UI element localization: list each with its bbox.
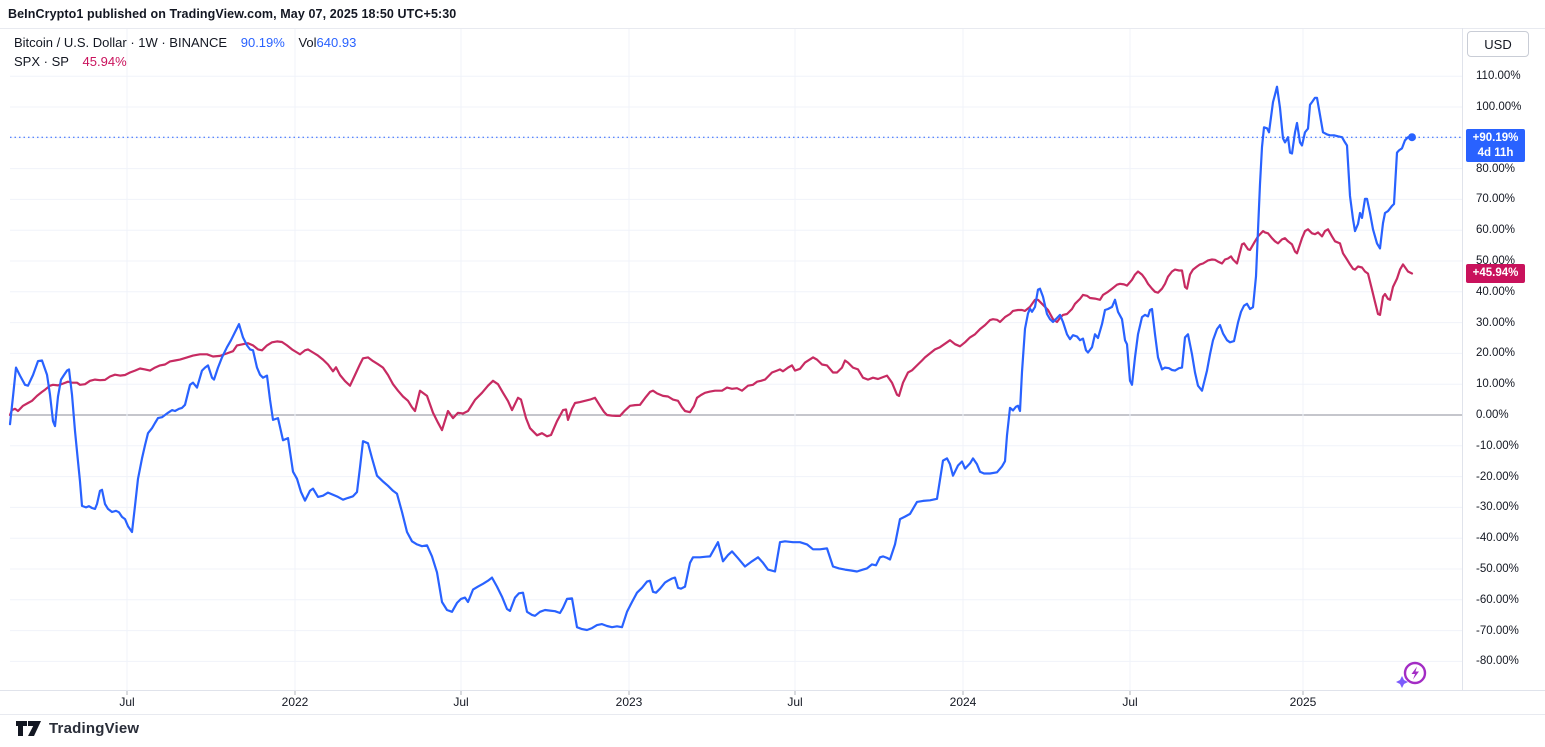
price-scale-label: -50.00% — [1476, 563, 1519, 575]
symbol-title-btc[interactable]: Bitcoin / U.S. Dollar · 1W · BINANCE — [14, 35, 228, 50]
volume-value: 640.93 — [316, 35, 357, 50]
chart-legend: Bitcoin / U.S. Dollar · 1W · BINANCE 90.… — [14, 33, 356, 71]
spx-change-value: 45.94% — [82, 54, 127, 69]
time-scale-label: Jul — [787, 695, 803, 709]
page-title: BeInCrypto1 published on TradingView.com… — [8, 7, 457, 21]
btc-badge-value: +90.19% — [1472, 131, 1519, 144]
btc-change-value: 90.19% — [240, 35, 285, 50]
price-scale-label: 70.00% — [1476, 193, 1516, 206]
time-scale-tick — [126, 691, 128, 695]
title-divider — [0, 28, 1545, 29]
time-scale-label: Jul — [119, 695, 135, 709]
price-scale-label: -70.00% — [1476, 624, 1519, 637]
price-scale-label: 10.00% — [1476, 378, 1516, 391]
time-scale-tick — [460, 691, 462, 695]
price-scale-label: 30.00% — [1476, 316, 1516, 329]
time-scale-tick — [294, 691, 296, 695]
footer-divider — [0, 714, 1545, 715]
price-scale-label: -80.00% — [1476, 655, 1519, 668]
time-scale-label: Jul — [1122, 695, 1138, 709]
series-line-bitcoin-u-s-dollar[interactable] — [8, 85, 1414, 632]
legend-row-btc[interactable]: Bitcoin / U.S. Dollar · 1W · BINANCE 90.… — [14, 33, 356, 52]
series-line-spx[interactable] — [8, 228, 1414, 438]
time-scale-label: 2025 — [1289, 695, 1317, 709]
time-scale-tick — [628, 691, 630, 695]
btc-badge-countdown: 4d 11h — [1477, 146, 1514, 159]
volume-label: Vol — [298, 35, 317, 50]
spx-price-badge: +45.94% — [1466, 264, 1525, 283]
price-scale-label: 0.00% — [1476, 409, 1509, 421]
time-scale-label: Jul — [453, 695, 469, 709]
price-scale-label: 80.00% — [1476, 162, 1516, 175]
footer-brand[interactable]: TradingView — [16, 720, 139, 737]
boost-lightning-icon[interactable] — [1392, 659, 1432, 691]
price-scale-label: -60.00% — [1476, 593, 1519, 606]
price-scale-label: 100.00% — [1476, 101, 1522, 113]
tradingview-brand-text: TradingView — [49, 720, 140, 737]
legend-row-spx[interactable]: SPX · SP 45.94% — [14, 52, 356, 71]
spx-badge-value: +45.94% — [1472, 267, 1519, 279]
time-scale-border — [0, 690, 1545, 691]
time-scale-label: 2024 — [949, 695, 977, 709]
tradingview-logo-icon — [16, 721, 41, 736]
time-scale-tick — [1129, 691, 1131, 695]
time-scale-label: 2022 — [281, 695, 309, 709]
time-scale-tick — [962, 691, 964, 695]
last-price-dot — [1408, 133, 1416, 142]
price-scale-label: -40.00% — [1476, 532, 1519, 545]
time-scale-label: 2023 — [615, 695, 643, 709]
time-scale-tick — [1302, 691, 1304, 695]
price-scale-label: 40.00% — [1476, 285, 1516, 298]
price-scale-label: 110.00% — [1476, 70, 1521, 83]
price-scale-label: 20.00% — [1476, 347, 1516, 360]
time-scale-tick — [794, 691, 796, 695]
price-scale-border — [1462, 28, 1463, 690]
price-scale-label: -30.00% — [1476, 501, 1519, 514]
currency-toggle-button[interactable]: USD — [1467, 31, 1529, 57]
price-scale-label: -20.00% — [1476, 470, 1519, 483]
price-scale-label: 60.00% — [1476, 224, 1516, 237]
price-scale-label: -10.00% — [1476, 439, 1519, 452]
btc-price-badge: +90.19% 4d 11h — [1466, 129, 1525, 162]
symbol-title-spx[interactable]: SPX · SP — [14, 54, 69, 69]
